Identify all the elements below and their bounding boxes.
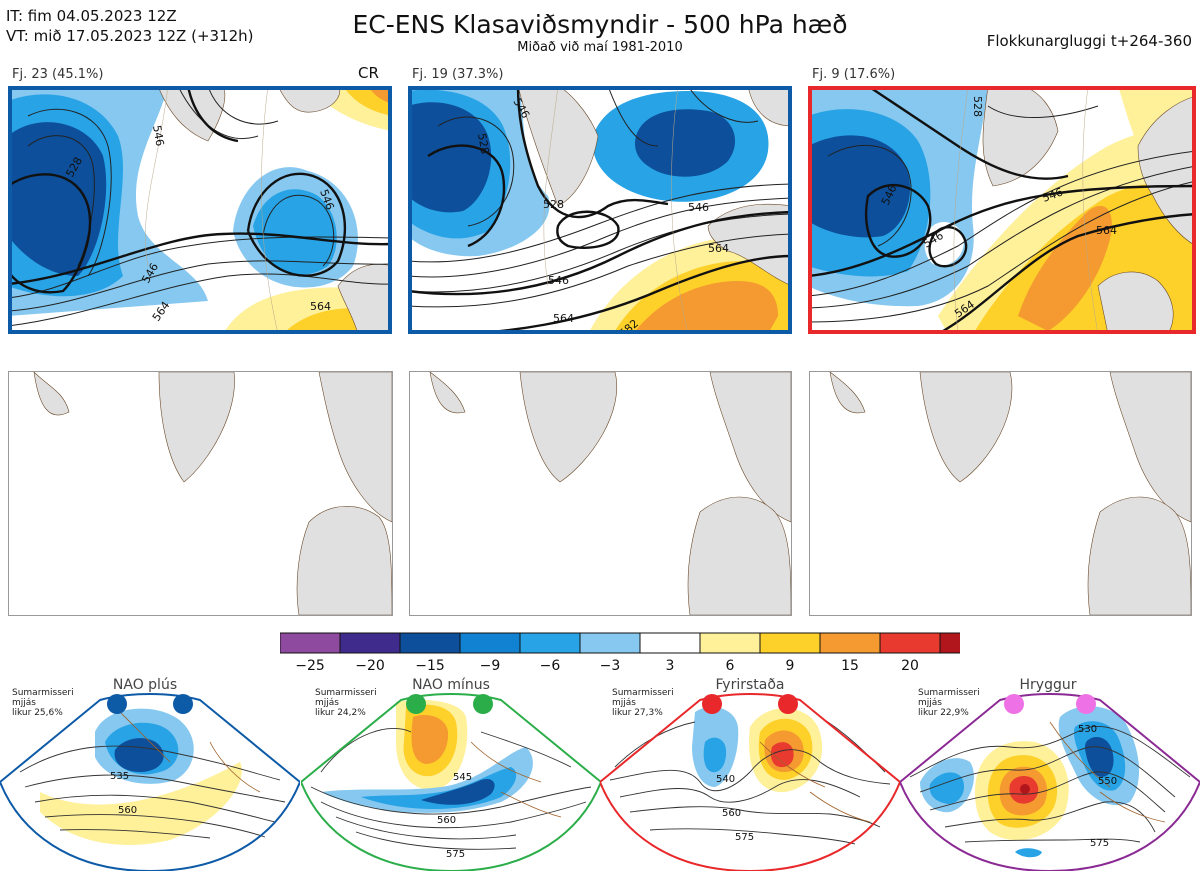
cluster-2-frame: [408, 86, 792, 334]
regime-1-contour-label: 535: [110, 771, 129, 782]
cluster-3-frame: [808, 86, 1196, 334]
cluster-window: Flokkunargluggi t+264-360: [986, 32, 1192, 50]
colorbar-swatch: [339, 632, 401, 654]
regime-3-contour-label: 575: [735, 832, 754, 843]
colorbar-tick-label: 9: [786, 658, 795, 673]
cluster-3-map: 528 546 546 546 564 564: [808, 86, 1196, 334]
cluster-1-frame: [8, 86, 392, 334]
regime-4-contour-label: 550: [1098, 776, 1117, 787]
regime-1-title: NAO plús: [112, 677, 178, 693]
regime-4-frame: [898, 693, 1200, 873]
cluster-3-contour-label: 564: [1096, 224, 1117, 237]
regime-4-contour-label: 530: [1078, 724, 1097, 735]
colorbar-tick-label: 6: [726, 658, 735, 673]
cluster-1-contour-label: 564: [310, 300, 331, 313]
regime-3-frame: [598, 693, 902, 873]
colorbar-tick-label: 3: [666, 658, 675, 673]
page-title: EC-ENS Klasaviðsmyndir - 500 hPa hæð: [352, 10, 848, 39]
colorbar-swatch: [279, 632, 341, 654]
empty-map-3: [809, 371, 1192, 616]
cluster-1-label: Fj. 23 (45.1%): [12, 67, 104, 82]
colorbar-swatch: [579, 632, 641, 654]
colorbar-tick-label: −15: [415, 658, 445, 673]
colorbar-tick-label: −9: [480, 658, 501, 673]
colorbar-tick-label: −3: [600, 658, 621, 673]
colorbar-tick-label: 15: [841, 658, 859, 673]
colorbar-swatch: [879, 632, 941, 654]
regime-nao-plus: Sumarmisseri mjjás likur 25,6% NAO plús …: [0, 672, 302, 875]
page-subtitle: Miðað við maí 1981-2010: [517, 40, 683, 55]
colorbar-tick-label: −6: [540, 658, 561, 673]
cluster-2-contour-label: 564: [553, 312, 574, 325]
cluster-1-tag: CR: [358, 64, 379, 82]
cluster-3-label: Fj. 9 (17.6%): [812, 67, 896, 82]
regime-4-contour-label: 575: [1090, 838, 1109, 849]
regime-2-contour-label: 575: [446, 849, 465, 860]
valid-time: VT: mið 17.05.2023 12Z (+312h): [6, 27, 254, 45]
regime-ridge: Sumarmisseri mjjás likur 22,9% Hryggur 5…: [898, 672, 1200, 875]
colorbar-tick-label: −20: [355, 658, 385, 673]
regime-4-note: Sumarmisseri mjjás likur 22,9%: [918, 688, 980, 718]
regime-2-title: NAO mínus: [412, 677, 490, 693]
regime-2-note: Sumarmisseri mjjás likur 24,2%: [315, 688, 377, 718]
cluster-2-contour-label: 546: [548, 274, 569, 287]
colorbar-swatch: [459, 632, 521, 654]
cluster-1-map: 528 546 546 546 564 564: [8, 86, 392, 334]
regime-1-contour-label: 560: [118, 805, 137, 816]
regime-3-marker: [778, 694, 798, 714]
colorbar: −25−20−15−9−6−3369152025: [279, 631, 1001, 677]
regime-2-marker: [473, 694, 493, 714]
regime-4-title: Hryggur: [1019, 677, 1077, 693]
cluster-2-contour-label: 528: [543, 198, 564, 211]
colorbar-tick-label: −25: [295, 658, 325, 673]
regime-3-contour-label: 560: [722, 808, 741, 819]
regime-3-contour-label: 540: [716, 774, 735, 785]
regime-2-contour-label: 560: [437, 815, 456, 826]
cluster-1-contour-label: 546: [150, 124, 166, 147]
regime-4-marker: [1076, 694, 1096, 714]
colorbar-tick-label: 20: [901, 658, 919, 673]
regime-1-marker: [107, 694, 127, 714]
regime-2-contour-label: 545: [453, 772, 472, 783]
regime-1-frame: [0, 693, 302, 873]
cluster-2-label: Fj. 19 (37.3%): [412, 67, 504, 82]
empty-map-2: [409, 371, 792, 616]
cluster-2-contour-label: 564: [708, 242, 729, 255]
run-info: IT: fim 04.05.2023 12Z VT: mið 17.05.202…: [6, 6, 254, 46]
colorbar-swatch: [639, 632, 701, 654]
empty-map-1: [8, 371, 393, 616]
cluster-2-contour-label: 528: [475, 132, 491, 155]
regime-1-note: Sumarmisseri mjjás likur 25,6%: [12, 688, 74, 718]
regime-blocking: Sumarmisseri mjjás likur 27,3% Fyrirstað…: [598, 672, 902, 875]
colorbar-swatch: [819, 632, 881, 654]
regime-3-marker: [702, 694, 722, 714]
cluster-2-map: 528 546 528 546 546 564 564 582: [408, 86, 792, 334]
issue-time: IT: fim 04.05.2023 12Z: [6, 7, 177, 25]
cluster-2-contour-label: 546: [688, 201, 709, 214]
colorbar-swatch: [519, 632, 581, 654]
regime-1-marker: [173, 694, 193, 714]
regime-3-note: Sumarmisseri mjjás likur 27,3%: [612, 688, 674, 718]
colorbar-swatch: [399, 632, 461, 654]
colorbar-swatch: [759, 632, 821, 654]
cluster-3-contour-label: 528: [971, 96, 984, 117]
regime-nao-minus: Sumarmisseri mjjás likur 24,2% NAO mínus…: [299, 672, 603, 875]
regime-2-frame: [299, 693, 603, 873]
regime-3-title: Fyrirstaða: [715, 677, 785, 693]
colorbar-swatch: [699, 632, 761, 654]
regime-4-marker: [1004, 694, 1024, 714]
colorbar-swatch: [939, 632, 1001, 654]
regime-2-marker: [406, 694, 426, 714]
